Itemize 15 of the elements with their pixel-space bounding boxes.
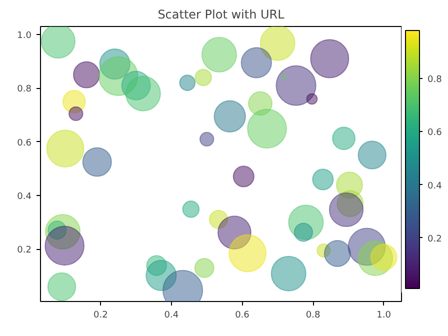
x-tick-label: 1.0 [376,310,392,320]
color-bar-label: 0.6 [428,128,442,138]
y-tick-label: 0.4 [17,192,32,202]
x-tick-label: 0.6 [235,310,250,320]
color-bar-label: 0.8 [428,74,442,85]
chart-title: Scatter Plot with URL [158,8,285,22]
y-tick-label: 0.2 [17,246,32,256]
color-bar-label: 0.2 [428,234,442,244]
y-tick-label: 0.8 [17,84,32,95]
y-tick-label: 1.0 [17,31,32,42]
x-tick-label: 0.8 [306,310,320,320]
x-tick-label: 0.2 [94,310,108,320]
x-tick-label: 0.4 [164,310,179,320]
color-bar-label: 0.4 [428,181,442,192]
y-tick-label: 0.6 [17,138,32,148]
